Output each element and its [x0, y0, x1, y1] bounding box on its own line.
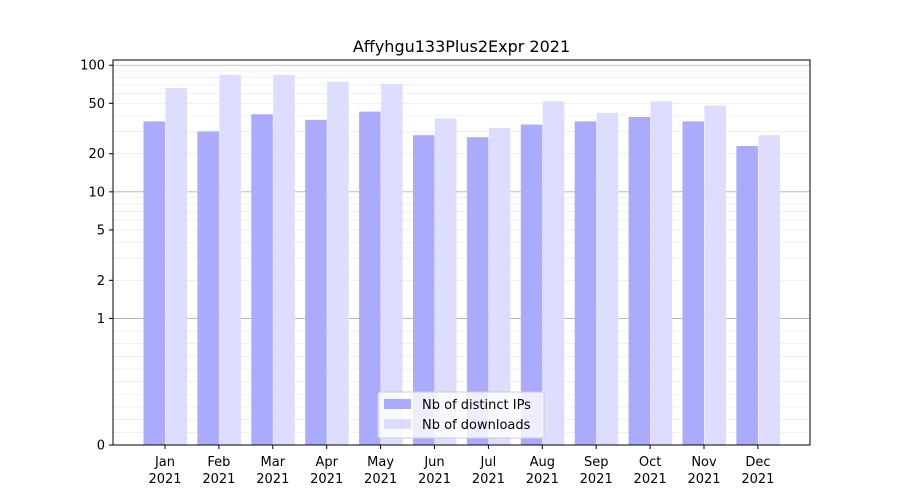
- x-tick-label-year: 2021: [580, 472, 613, 487]
- x-tick-label-year: 2021: [148, 472, 181, 487]
- legend-box: [377, 391, 545, 439]
- bar-distinct-ips-feb: [197, 131, 219, 445]
- y-tick-label: 20: [88, 147, 105, 162]
- bar-distinct-ips-dec: [736, 146, 758, 445]
- y-tick-label: 1: [97, 312, 105, 327]
- bar-downloads-sep: [596, 112, 619, 446]
- bar-downloads-may: [381, 84, 403, 446]
- bar-downloads-apr: [327, 81, 349, 445]
- y-tick-label: 0: [97, 439, 105, 454]
- x-tick-label-month: Feb: [207, 455, 230, 470]
- x-tick-label-year: 2021: [418, 472, 451, 487]
- bar-downloads-mar: [273, 74, 295, 445]
- bar-distinct-ips-jan: [143, 121, 165, 445]
- x-tick-label-year: 2021: [310, 472, 343, 487]
- y-tick-label: 10: [88, 185, 105, 200]
- x-tick-label-year: 2021: [634, 472, 667, 487]
- bar-distinct-ips-nov: [682, 121, 704, 445]
- legend-swatch-downloads: [384, 419, 411, 429]
- bar-downloads-nov: [704, 105, 726, 446]
- x-tick-label-year: 2021: [741, 472, 774, 487]
- x-tick-label-month: Sep: [584, 455, 609, 470]
- bar-downloads-jun: [435, 118, 457, 445]
- x-tick-label-month: Jul: [480, 455, 497, 470]
- bar-distinct-ips-may: [359, 111, 381, 445]
- legend-label-downloads: Nb of downloads: [422, 418, 531, 433]
- legend: Nb of distinct IPs Nb of downloads: [377, 391, 545, 439]
- x-tick-label-month: Oct: [639, 455, 661, 470]
- bar-downloads-feb: [219, 74, 241, 445]
- y-tick-label: 2: [97, 274, 105, 289]
- bar-downloads-aug: [542, 101, 565, 446]
- x-tick-label-month: Nov: [691, 455, 717, 470]
- y-tick-label: 100: [80, 59, 105, 74]
- x-tick-label-year: 2021: [687, 472, 720, 487]
- x-tick-label-year: 2021: [472, 472, 505, 487]
- x-tick-label-month: Jan: [154, 455, 175, 470]
- legend-swatch-distinct-ips: [384, 399, 411, 409]
- x-tick-label-year: 2021: [526, 472, 559, 487]
- x-tick-label-month: Mar: [261, 455, 286, 470]
- x-tick-label-year: 2021: [256, 472, 289, 487]
- bar-downloads-jul: [488, 127, 511, 445]
- legend-label-distinct-ips: Nb of distinct IPs: [422, 398, 531, 413]
- bar-distinct-ips-sep: [574, 121, 597, 445]
- bar-downloads-dec: [758, 135, 780, 445]
- chart-title: Affyhgu133Plus2Expr 2021: [353, 37, 570, 56]
- plot-frame: [112, 59, 811, 446]
- x-tick-label-month: May: [367, 455, 394, 470]
- bar-distinct-ips-jul: [466, 137, 489, 446]
- y-tick-label: 50: [88, 97, 105, 112]
- bars-layer: [143, 74, 780, 446]
- y-tick-label: 5: [97, 223, 105, 238]
- bar-downloads-oct: [650, 101, 673, 446]
- bar-distinct-ips-oct: [628, 117, 651, 446]
- axis-layer: 0 1 2 5 10 20 50 100 Jan 2021 Feb 2021 Mar 2021 Apr 202…: [80, 59, 774, 487]
- x-tick-label-month: Dec: [745, 455, 770, 470]
- x-tick-label-year: 2021: [202, 472, 235, 487]
- bar-distinct-ips-apr: [305, 119, 327, 445]
- x-tick-label-month: Aug: [530, 455, 555, 470]
- x-tick-label-year: 2021: [364, 472, 397, 487]
- bar-distinct-ips-aug: [520, 124, 543, 445]
- bar-distinct-ips-jun: [413, 135, 435, 445]
- x-tick-label-month: Jun: [423, 455, 444, 470]
- bar-distinct-ips-mar: [251, 114, 273, 445]
- bar-downloads-jan: [165, 88, 187, 445]
- x-tick-label-month: Apr: [315, 455, 338, 470]
